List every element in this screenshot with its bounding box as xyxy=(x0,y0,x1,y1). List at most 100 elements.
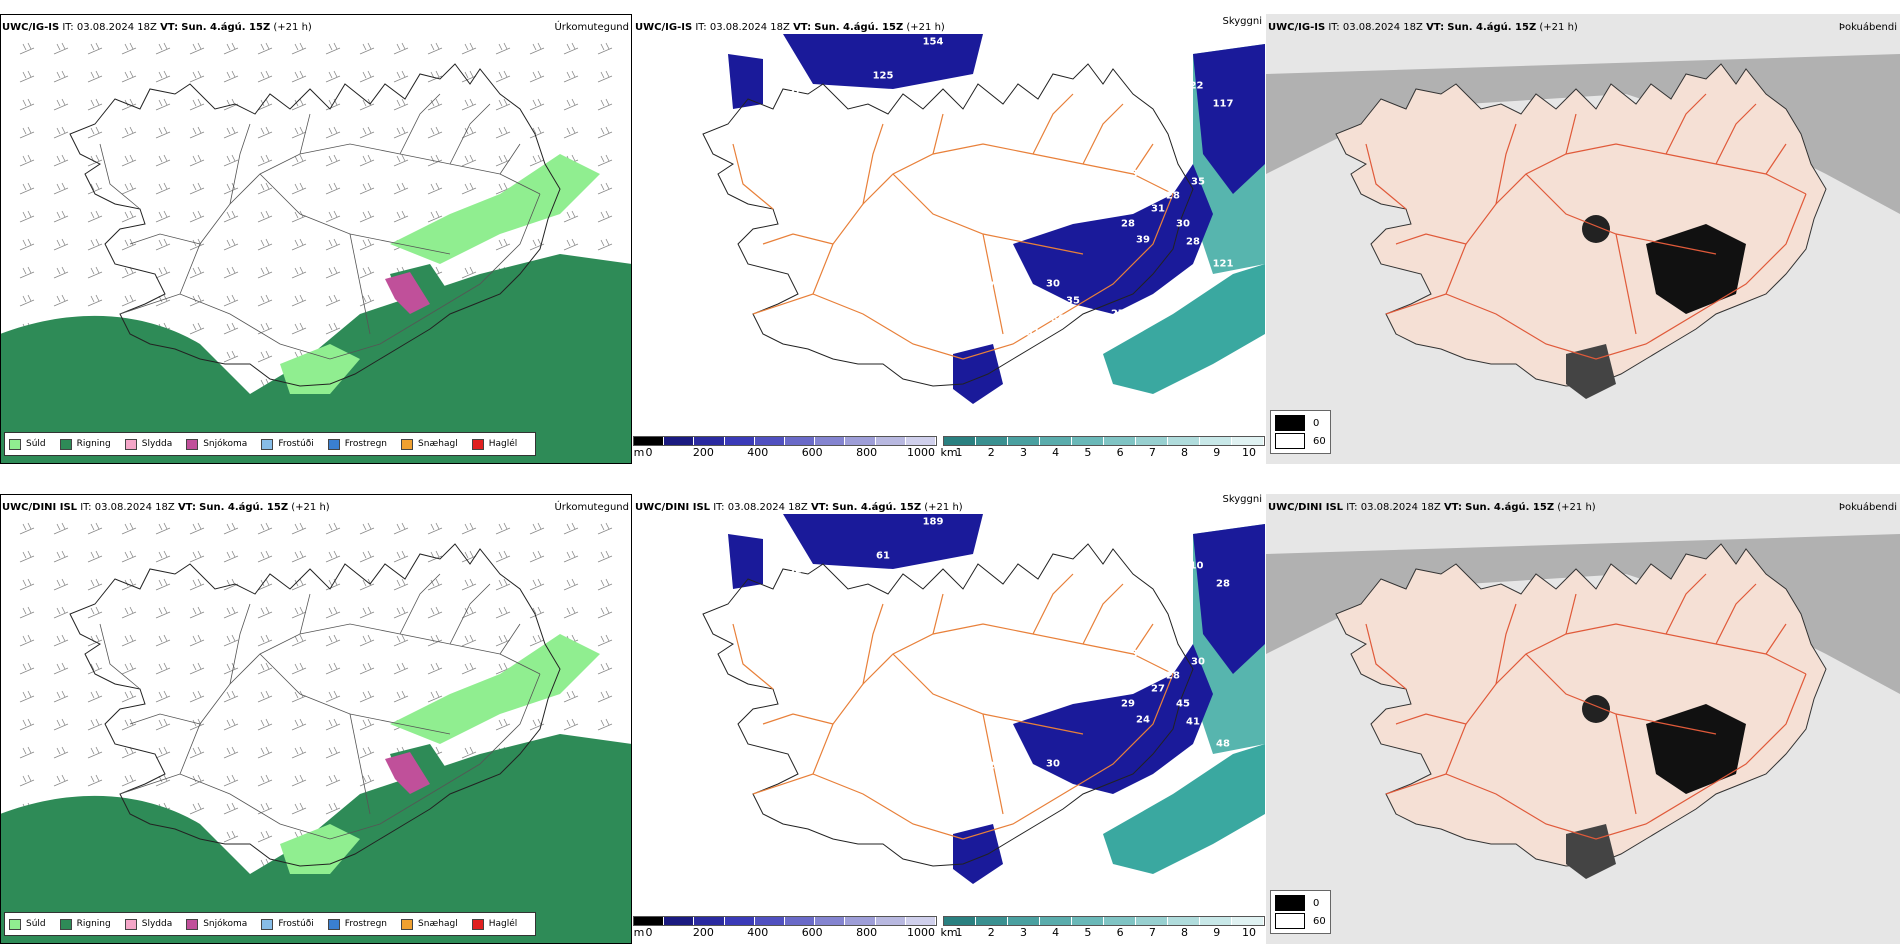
legend-label: Rigning xyxy=(76,919,111,929)
scale-tick: 6 xyxy=(1116,926,1124,939)
legend-item: Snæhagl xyxy=(401,438,458,450)
cloud-base-label: 26 xyxy=(1156,638,1170,650)
fog-legend-label: 0 xyxy=(1313,417,1320,429)
drizzle-area-south xyxy=(280,824,360,874)
panel-title: Þokuábendi xyxy=(1838,22,1897,33)
legend-swatch xyxy=(186,918,199,930)
cloud-base-label: 39 xyxy=(1136,234,1150,246)
cloud-base-label: 28 xyxy=(1166,190,1180,202)
cloud-base-label: 31 xyxy=(1151,203,1165,215)
cloud-base-label: 28 xyxy=(1086,343,1100,355)
low-cloud-north xyxy=(783,34,983,89)
cloud-base-label: 137 xyxy=(1122,68,1144,80)
cloud-base-label: 61 xyxy=(876,550,890,562)
scale-tick: 400 xyxy=(747,926,769,939)
cloud-base-label: 36 xyxy=(1131,168,1145,180)
scale-unit: km xyxy=(940,446,958,459)
cloud-base-label: 27 xyxy=(1111,308,1125,320)
cloud-base-label: 22 xyxy=(981,760,995,772)
legend-swatch xyxy=(471,438,484,450)
legend-label: Slydda xyxy=(141,919,173,929)
cloud-base-panel-top: UWC/IG-IS IT: 03.08.2024 18Z VT: Sun. 4.… xyxy=(633,14,1265,464)
coastline xyxy=(69,63,561,387)
legend-label: Frostúði xyxy=(278,919,314,929)
cloud-base-label: 65 xyxy=(1156,500,1170,512)
legend-label: Haglél xyxy=(488,919,518,929)
precip-type-map xyxy=(0,42,632,464)
legend-item: Slydda xyxy=(124,918,173,930)
fog-legend-item: 60 xyxy=(1275,912,1326,930)
cloud-base-label: 34 xyxy=(1006,420,1020,432)
cloud-base-label: 52 xyxy=(1056,121,1070,133)
scale-colors xyxy=(943,436,1265,446)
precip-type-panel-top: UWC/IG-IS IT: 03.08.2024 18Z VT: Sun. 4.… xyxy=(0,14,632,464)
fog-legend-item: 0 xyxy=(1275,894,1326,912)
fog-legend-item: 0 xyxy=(1275,414,1326,432)
cloud-base-label: 810 xyxy=(1182,560,1204,572)
legend-label: Snjókoma xyxy=(203,919,248,929)
legend-swatch xyxy=(261,438,274,450)
cloud-base-label: 45 xyxy=(1176,698,1190,710)
panel-header: UWC/IG-IS IT: 03.08.2024 18Z VT: Sun. 4.… xyxy=(635,22,945,33)
cloud-base-label: 47 xyxy=(1021,373,1035,385)
cloud-base-label: 195 xyxy=(1062,516,1084,528)
cloud-base-label: 40 xyxy=(1076,496,1090,508)
cloud-base-label: 37 xyxy=(788,84,802,96)
cloud-base-label: 35 xyxy=(1191,176,1205,188)
legend-swatch xyxy=(261,918,274,930)
cloud-base-label: 120 xyxy=(1152,20,1174,32)
scale-tick: 4 xyxy=(1052,446,1060,459)
cloud-base-label: 28 xyxy=(1036,418,1050,430)
cloud-base-label: 28 xyxy=(1121,218,1135,230)
legend-label: Rigning xyxy=(76,439,111,449)
legend-item: Frostúði xyxy=(261,438,314,450)
scale-tick: 2 xyxy=(987,926,995,939)
scale-tick: 7 xyxy=(1148,926,1156,939)
cloud-base-label: 30 xyxy=(1191,656,1205,668)
cloud-base-label: 290 xyxy=(662,38,684,50)
cloud-base-label: 86 xyxy=(1051,313,1065,325)
visibility-scale-km: km 1 2 3 4 5 6 7 8 9 10 xyxy=(940,436,1265,460)
legend-item: Snjókoma xyxy=(186,438,248,450)
legend-label: Snæhagl xyxy=(418,919,458,929)
scale-tick: 1 xyxy=(955,926,963,939)
precip-legend: Súld Rigning Slydda Snjókoma Frostúði Frostre… xyxy=(4,912,537,936)
scale-unit: m xyxy=(633,446,645,459)
scale-colors xyxy=(633,436,937,446)
cloud-base-label: 127 xyxy=(1142,126,1164,138)
cloud-base-label: 60 xyxy=(1006,260,1020,272)
cloud-base-label: 27 xyxy=(1151,683,1165,695)
precip-legend: Súld Rigning Slydda Snjókoma Frostúði Frostre… xyxy=(4,432,537,456)
visibility-scale-km: km 1 2 3 4 5 6 7 8 9 10 xyxy=(940,916,1265,940)
coastline xyxy=(69,543,561,867)
legend-swatch xyxy=(327,438,340,450)
scale-tick: 10 xyxy=(1242,926,1256,939)
cloud-base-label: 120 xyxy=(1072,16,1094,28)
scale-tick: 400 xyxy=(747,446,769,459)
fog-legend-swatch xyxy=(1275,415,1305,431)
precip-type-panel-bottom: UWC/DINI ISL IT: 03.08.2024 18Z VT: Sun.… xyxy=(0,494,632,944)
drizzle-area xyxy=(390,634,600,744)
cloud-base-label: 62 xyxy=(1046,368,1060,380)
cloud-base-label: 117 xyxy=(1212,98,1234,110)
fog-legend-label: 0 xyxy=(1313,897,1320,909)
legend-label: Snjókoma xyxy=(203,439,248,449)
cloud-base-label: 41 xyxy=(1186,716,1200,728)
cloud-base-label: 31 xyxy=(1076,611,1090,623)
fog-legend-item: 60 xyxy=(1275,432,1326,450)
legend-swatch xyxy=(59,438,72,450)
cloud-base-label: 24 xyxy=(1136,714,1150,726)
cloud-base-map xyxy=(702,34,1265,404)
legend-swatch xyxy=(401,918,414,930)
cloud-base-label: 43 xyxy=(666,518,680,530)
cloud-base-label: 30 xyxy=(1176,218,1190,230)
cloud-base-label: 30 xyxy=(1031,363,1045,375)
fog-legend-label: 60 xyxy=(1313,915,1326,927)
cloud-base-label: 77 xyxy=(981,280,995,292)
cloud-base-label: 121 xyxy=(1212,258,1234,270)
height-scale-m: m 0 200 400 600 800 1000 xyxy=(633,916,937,940)
cloud-base-label: 32 xyxy=(806,596,820,608)
fog-legend: 0 60 xyxy=(1270,410,1331,454)
sea-low-cloud xyxy=(1103,264,1265,394)
legend-label: Slydda xyxy=(141,439,173,449)
